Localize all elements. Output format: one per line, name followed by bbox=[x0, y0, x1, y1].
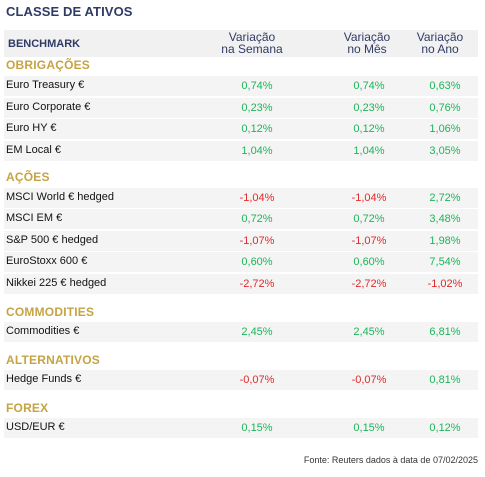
year-change: 1,98% bbox=[429, 235, 461, 247]
table-row: USD/EUR € 0,15% 0,15% 0,12% bbox=[4, 418, 478, 438]
week-change: 0,72% bbox=[241, 213, 273, 225]
year-change: 0,81% bbox=[429, 374, 461, 386]
year-change: 3,05% bbox=[429, 145, 461, 157]
month-change: 0,23% bbox=[353, 102, 385, 114]
week-change: 0,74% bbox=[241, 80, 273, 92]
table-row: Nikkei 225 € hedged -2,72% -2,72% -1,02% bbox=[4, 274, 478, 294]
asset-name: Nikkei 225 € hedged bbox=[6, 277, 107, 289]
table-row: Euro Corporate € 0,23% 0,23% 0,76% bbox=[4, 98, 478, 118]
year-change: 3,48% bbox=[429, 213, 461, 225]
table-row: S&P 500 € hedged -1,07% -1,07% 1,98% bbox=[4, 231, 478, 251]
header-month-change: Variação no Mês bbox=[343, 30, 391, 56]
table-row: EM Local € 1,04% 1,04% 3,05% bbox=[4, 141, 478, 161]
week-change: 2,45% bbox=[241, 326, 273, 338]
header-year-change: Variação no Ano bbox=[416, 30, 464, 56]
asset-name: Commodities € bbox=[6, 325, 80, 337]
month-change: -2,72% bbox=[351, 278, 387, 290]
asset-name: MSCI EM € bbox=[6, 212, 63, 224]
month-change: -1,07% bbox=[351, 235, 387, 247]
asset-name: USD/EUR € bbox=[6, 421, 65, 433]
table-row: Euro Treasury € 0,74% 0,74% 0,63% bbox=[4, 76, 478, 96]
week-change: 1,04% bbox=[241, 145, 273, 157]
year-change: 6,81% bbox=[429, 326, 461, 338]
asset-name: EuroStoxx 600 € bbox=[6, 255, 88, 267]
table-row: Commodities € 2,45% 2,45% 6,81% bbox=[4, 322, 478, 342]
week-change: 0,15% bbox=[241, 422, 273, 434]
year-change: 0,63% bbox=[429, 80, 461, 92]
week-change: 0,12% bbox=[241, 123, 273, 135]
week-change: -1,04% bbox=[239, 192, 275, 204]
year-change: 1,06% bbox=[429, 123, 461, 135]
year-change: 7,54% bbox=[429, 256, 461, 268]
month-change: 0,74% bbox=[353, 80, 385, 92]
month-change: 1,04% bbox=[353, 145, 385, 157]
asset-name: Euro Treasury € bbox=[6, 79, 85, 91]
table-row: MSCI EM € 0,72% 0,72% 3,48% bbox=[4, 209, 478, 229]
week-change: 0,23% bbox=[241, 102, 273, 114]
week-change: -2,72% bbox=[239, 278, 275, 290]
section-commodities: COMMODITIES bbox=[6, 305, 95, 319]
month-change: 2,45% bbox=[353, 326, 385, 338]
page-title: CLASSE DE ATIVOS bbox=[6, 4, 133, 19]
source-footnote: Fonte: Reuters dados à data de 07/02/202… bbox=[303, 455, 478, 465]
header-benchmark: BENCHMARK bbox=[8, 38, 81, 50]
year-change: 2,72% bbox=[429, 192, 461, 204]
table-row: MSCI World € hedged -1,04% -1,04% 2,72% bbox=[4, 188, 478, 208]
month-change: 0,12% bbox=[353, 123, 385, 135]
week-change: 0,60% bbox=[241, 256, 273, 268]
section-forex: FOREX bbox=[6, 401, 49, 415]
section-acoes: AÇÕES bbox=[6, 170, 50, 184]
table-header: BENCHMARK Variação na Semana Variação no… bbox=[4, 30, 478, 57]
table-row: EuroStoxx 600 € 0,60% 0,60% 7,54% bbox=[4, 252, 478, 272]
header-week-change: Variação na Semana bbox=[221, 30, 283, 56]
asset-name: Euro HY € bbox=[6, 122, 57, 134]
year-change: -1,02% bbox=[427, 278, 463, 290]
year-change: 0,76% bbox=[429, 102, 461, 114]
asset-name: EM Local € bbox=[6, 144, 62, 156]
week-change: -1,07% bbox=[239, 235, 275, 247]
year-change: 0,12% bbox=[429, 422, 461, 434]
section-obrigacoes: OBRIGAÇÕES bbox=[6, 58, 91, 72]
month-change: 0,15% bbox=[353, 422, 385, 434]
month-change: -1,04% bbox=[351, 192, 387, 204]
month-change: 0,72% bbox=[353, 213, 385, 225]
section-alternativos: ALTERNATIVOS bbox=[6, 353, 100, 367]
month-change: 0,60% bbox=[353, 256, 385, 268]
asset-name: Euro Corporate € bbox=[6, 101, 91, 113]
week-change: -0,07% bbox=[239, 374, 275, 386]
asset-name: Hedge Funds € bbox=[6, 373, 82, 385]
asset-name: S&P 500 € hedged bbox=[6, 234, 99, 246]
table-row: Hedge Funds € -0,07% -0,07% 0,81% bbox=[4, 370, 478, 390]
asset-name: MSCI World € hedged bbox=[6, 191, 115, 203]
table-row: Euro HY € 0,12% 0,12% 1,06% bbox=[4, 119, 478, 139]
month-change: -0,07% bbox=[351, 374, 387, 386]
